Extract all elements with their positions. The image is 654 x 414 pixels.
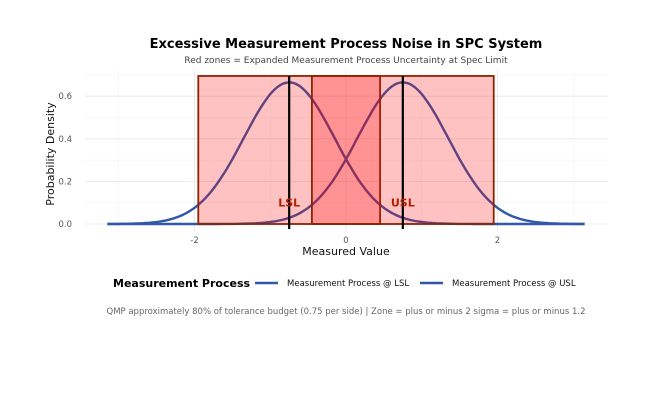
spec-lines: LSL USL [278, 75, 415, 229]
spec-label-lsl: LSL [278, 197, 300, 210]
legend-title: Measurement Process [113, 277, 251, 290]
chart-subtitle: Red zones = Expanded Measurement Process… [184, 56, 508, 66]
y-tick-label: 0.2 [58, 177, 72, 187]
x-tick-label: 2 [495, 236, 500, 246]
chart-title: Excessive Measurement Process Noise in S… [150, 37, 543, 52]
ticks: -2 0 2 0.0 0.2 0.4 0.6 [58, 92, 500, 246]
y-tick-label: 0.6 [58, 92, 72, 102]
x-tick-label: 0 [343, 236, 348, 246]
y-axis-label: Probability Density [44, 102, 57, 206]
curves [107, 81, 585, 226]
y-tick-label: 0.0 [58, 220, 72, 230]
legend-label-usl: Measurement Process @ USL [452, 279, 576, 289]
y-tick-label: 0.4 [58, 135, 72, 145]
series-line-usl [107, 81, 585, 226]
x-tick-label: -2 [190, 236, 198, 246]
legend-label-lsl: Measurement Process @ LSL [287, 279, 409, 289]
x-axis-label: Measured Value [302, 245, 390, 258]
caption: QMP approximately 80% of tolerance budge… [107, 307, 586, 317]
grid [85, 70, 608, 232]
zones [197, 75, 495, 225]
spec-label-usl: USL [391, 197, 415, 210]
